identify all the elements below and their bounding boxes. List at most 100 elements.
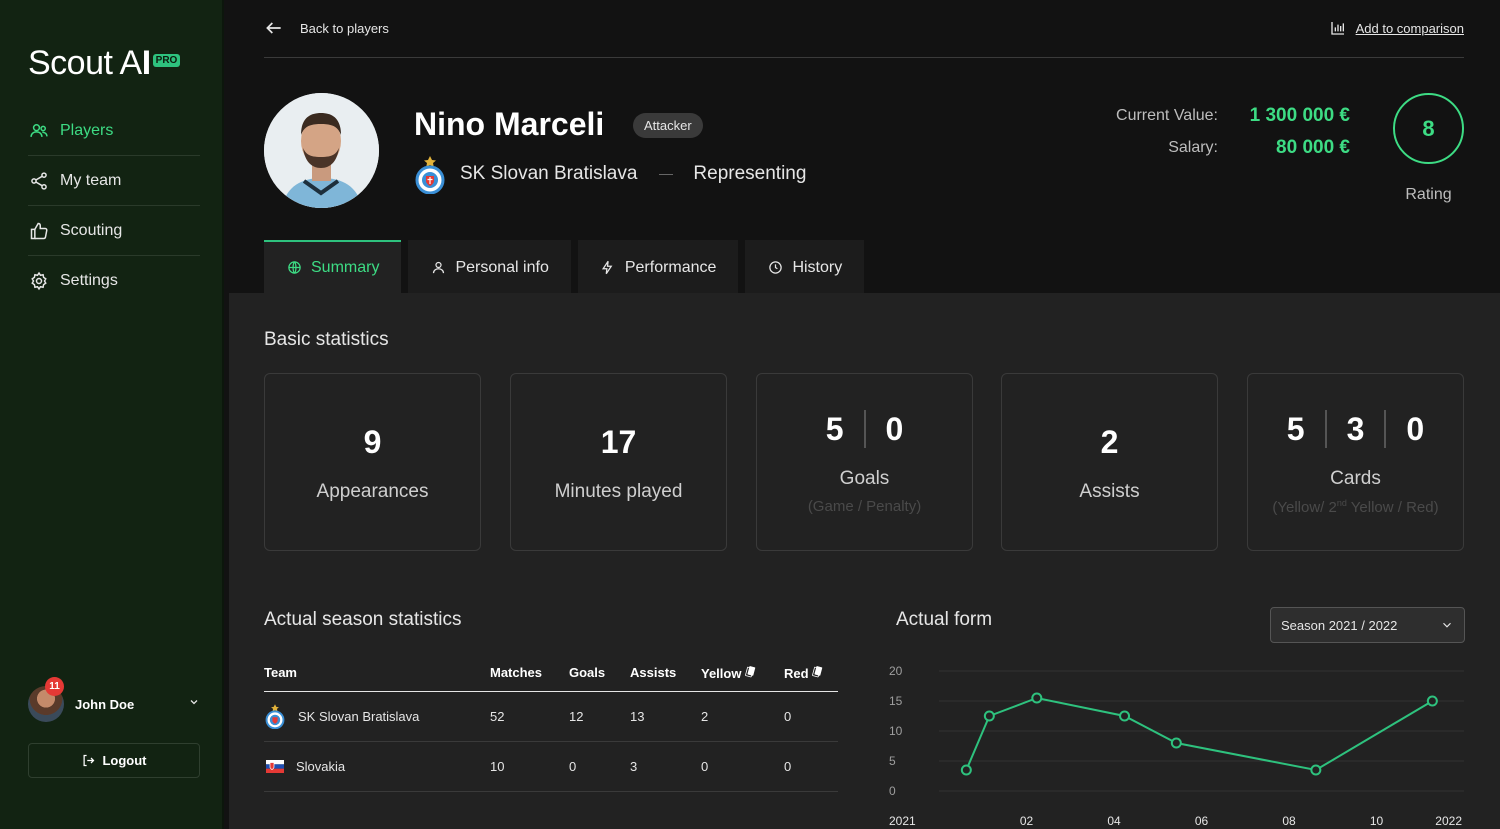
y-tick-label: 15 xyxy=(889,694,903,708)
card-icon xyxy=(812,665,825,681)
goals-cell: 12 xyxy=(569,691,630,742)
col-team[interactable]: Team xyxy=(264,655,490,692)
data-point xyxy=(1119,710,1131,722)
x-tick-label: 2021 xyxy=(889,814,916,828)
club-crest-icon xyxy=(414,154,446,194)
chevron-down-icon xyxy=(188,695,200,713)
current-value-label: Current Value: xyxy=(1116,107,1218,124)
user-name: John Doe xyxy=(75,696,135,712)
cards-values: 5 3 0 xyxy=(1248,410,1463,448)
col-yellow[interactable]: Yellow xyxy=(701,655,784,692)
data-point xyxy=(960,764,972,776)
gear-icon xyxy=(28,270,50,292)
add-to-comparison-link[interactable]: Add to comparison xyxy=(1330,20,1464,36)
club-row: SK Slovan Bratislava Representing xyxy=(414,154,806,194)
season-stats-table: Team Matches Goals Assists Yellow Red xyxy=(264,655,838,792)
tab-history[interactable]: History xyxy=(745,240,865,293)
clock-icon xyxy=(767,260,783,276)
col-assists[interactable]: Assists xyxy=(630,655,701,692)
cards-red-value: 0 xyxy=(1406,410,1425,447)
x-tick-label: 2022 xyxy=(1435,814,1462,828)
logo[interactable]: Scout AI PRO xyxy=(28,44,181,83)
back-to-players-link[interactable]: Back to players xyxy=(264,18,389,38)
logout-icon xyxy=(81,753,96,768)
tab-label: Summary xyxy=(311,258,380,276)
arrow-left-icon xyxy=(264,18,284,38)
tab-personal-info[interactable]: Personal info xyxy=(408,240,571,293)
col-red[interactable]: Red xyxy=(784,655,838,692)
yellow-cell: 2 xyxy=(701,691,784,742)
minutes-value: 17 xyxy=(600,424,637,460)
back-label: Back to players xyxy=(300,20,389,36)
data-point xyxy=(1426,695,1438,707)
club-name: SK Slovan Bratislava xyxy=(460,163,638,184)
appearances-value: 9 xyxy=(363,424,382,460)
divider xyxy=(863,410,866,448)
sidebar-item-scouting[interactable]: Scouting xyxy=(28,206,200,256)
topbar: Back to players Add to comparison xyxy=(264,0,1464,58)
table-row[interactable]: Slovakia 10 0 3 0 0 xyxy=(264,741,838,792)
representing-label: Representing xyxy=(693,163,807,184)
logo-text: Scout AI xyxy=(28,44,151,82)
data-point xyxy=(1031,692,1043,704)
x-tick-label: 02 xyxy=(1020,814,1034,828)
logout-label: Logout xyxy=(102,753,147,768)
x-tick-label: 08 xyxy=(1282,814,1296,828)
cards-yellow-value: 5 xyxy=(1286,410,1305,447)
person-icon xyxy=(430,260,446,276)
cards-card: 5 3 0 Cards (Yellow/ 2nd Yellow / Red) xyxy=(1247,373,1464,551)
red-cell: 0 xyxy=(784,691,838,742)
sidebar-item-players[interactable]: Players xyxy=(28,106,200,156)
cards-label: Cards xyxy=(1330,468,1381,489)
goals-cell: 0 xyxy=(569,741,630,792)
player-name: Nino Marceli xyxy=(414,106,605,142)
minutes-card: 17 Minutes played xyxy=(510,373,727,551)
cards-second-yellow-value: 3 xyxy=(1346,410,1365,447)
value-block: Current Value: 1 300 000 € Salary: 80 00… xyxy=(1116,100,1350,164)
table-row[interactable]: SK Slovan Bratislava 52 12 13 2 0 xyxy=(264,691,838,742)
main-content: Back to players Add to comparison Nino M xyxy=(229,0,1500,829)
goals-penalty-value: 0 xyxy=(885,410,904,447)
col-goals[interactable]: Goals xyxy=(569,655,630,692)
data-point xyxy=(1170,737,1182,749)
sidebar-item-label: Scouting xyxy=(60,221,123,239)
users-icon xyxy=(28,120,50,142)
goals-sublabel: (Game / Penalty) xyxy=(807,498,922,515)
actual-form-title: Actual form xyxy=(896,609,993,630)
sidebar-item-my-team[interactable]: My team xyxy=(28,156,200,206)
assists-value: 2 xyxy=(1100,424,1119,460)
sidebar-item-settings[interactable]: Settings xyxy=(28,256,200,306)
tab-summary[interactable]: Summary xyxy=(264,240,402,293)
player-photo xyxy=(264,93,379,208)
goals-game-value: 5 xyxy=(825,410,844,447)
data-point xyxy=(983,710,995,722)
cards-sublabel: (Yellow/ 2nd Yellow / Red) xyxy=(1272,498,1439,516)
form-chart: 20 15 10 5 0 2021 02 04 06 08 10 2022 xyxy=(889,661,1469,829)
tab-bar: Summary Personal info Performance Histor… xyxy=(264,240,871,293)
tab-performance[interactable]: Performance xyxy=(577,240,739,293)
current-value: 1 300 000 € xyxy=(1249,105,1350,126)
chevron-down-icon xyxy=(1440,618,1454,632)
data-point xyxy=(1310,764,1322,776)
user-menu[interactable]: 11 John Doe xyxy=(28,677,200,722)
assists-card: 2 Assists xyxy=(1001,373,1218,551)
season-select[interactable]: Season 2021 / 2022 xyxy=(1270,607,1465,643)
sidebar-item-label: Players xyxy=(60,121,114,139)
bar-chart-icon xyxy=(1330,20,1346,36)
team-name: SK Slovan Bratislava xyxy=(298,708,420,724)
divider xyxy=(1324,410,1327,448)
season-select-value: Season 2021 / 2022 xyxy=(1281,617,1398,633)
logout-button[interactable]: Logout xyxy=(28,743,200,778)
goals-card: 5 0 Goals (Game / Penalty) xyxy=(756,373,973,551)
y-tick-label: 5 xyxy=(889,754,896,768)
lightning-icon xyxy=(600,260,616,276)
x-tick-label: 10 xyxy=(1370,814,1384,828)
minutes-label: Minutes played xyxy=(554,481,683,502)
rating-circle: 8 xyxy=(1393,93,1464,164)
globe-icon xyxy=(286,260,302,276)
notification-badge: 11 xyxy=(45,677,64,696)
sidebar-item-label: Settings xyxy=(60,272,118,289)
goals-label: Goals xyxy=(839,468,890,489)
compare-label: Add to comparison xyxy=(1355,20,1464,36)
col-matches[interactable]: Matches xyxy=(490,655,569,692)
